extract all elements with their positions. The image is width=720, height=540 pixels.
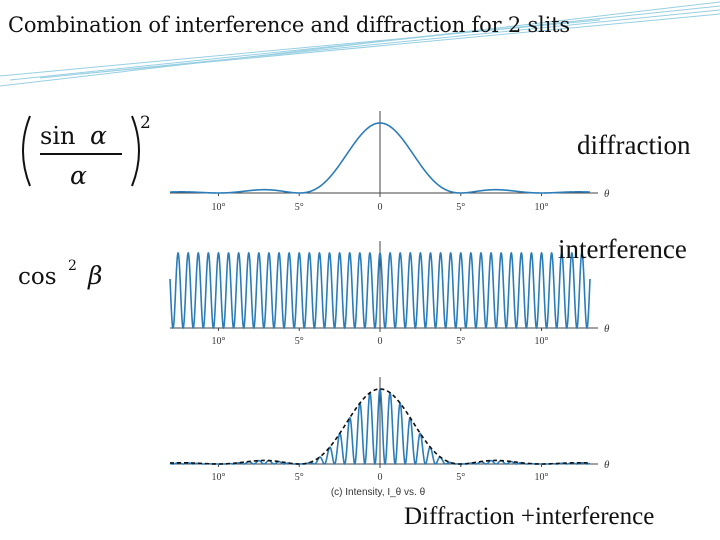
diffraction-plot: θ 10° 5° 0 5° 10° xyxy=(170,111,610,213)
tick-label: 0 xyxy=(378,472,383,483)
formula-sin: sin xyxy=(40,122,75,150)
interference-plot: θ 10° 5° 0 5° 10° xyxy=(169,241,610,347)
tick-label: 0 xyxy=(378,336,383,347)
tick-label: 10° xyxy=(535,336,549,347)
theta-axis-label: θ xyxy=(604,188,610,200)
tick-label: 5° xyxy=(456,472,465,483)
tick-label: 5° xyxy=(295,202,304,213)
tick-label: 10° xyxy=(535,472,549,483)
theta-axis-label: θ xyxy=(604,323,610,335)
intensity-curve xyxy=(169,251,591,330)
tick-label: 10° xyxy=(211,202,225,213)
plot-caption: (c) Intensity, I_θ vs. θ xyxy=(331,487,426,498)
formula-cos: cos xyxy=(18,264,57,290)
combined-plot: θ 10° 5° 0 5° 10° (c) Intensity, I_θ vs. θ xyxy=(169,377,610,498)
intensity-curve xyxy=(170,122,590,194)
formula-alpha-bottom: α xyxy=(70,161,87,190)
formula-beta: β xyxy=(87,261,102,290)
tick-label: 10° xyxy=(211,336,225,347)
diffraction-label: diffraction xyxy=(577,130,691,160)
formula-exponent: 2 xyxy=(140,113,151,133)
tick-label: 0 xyxy=(378,202,383,213)
tick-label: 5° xyxy=(295,472,304,483)
combined-label: Diffraction +interference xyxy=(404,503,655,530)
tick-label: 5° xyxy=(456,202,465,213)
interference-label: interference xyxy=(558,234,687,264)
interference-formula: cos 2 β xyxy=(18,258,102,290)
theta-axis-label: θ xyxy=(604,459,610,471)
tick-label: 10° xyxy=(211,472,225,483)
tick-label: 10° xyxy=(535,202,549,213)
corner-decoration xyxy=(0,1,720,87)
formula-alpha-top: α xyxy=(90,121,107,150)
slide-title: Combination of interference and diffract… xyxy=(8,13,570,37)
tick-label: 5° xyxy=(456,336,465,347)
diffraction-envelope xyxy=(169,388,591,465)
tick-label: 5° xyxy=(295,336,304,347)
diffraction-formula: sin α α 2 xyxy=(22,113,151,190)
formula-cos-exponent: 2 xyxy=(68,258,77,274)
